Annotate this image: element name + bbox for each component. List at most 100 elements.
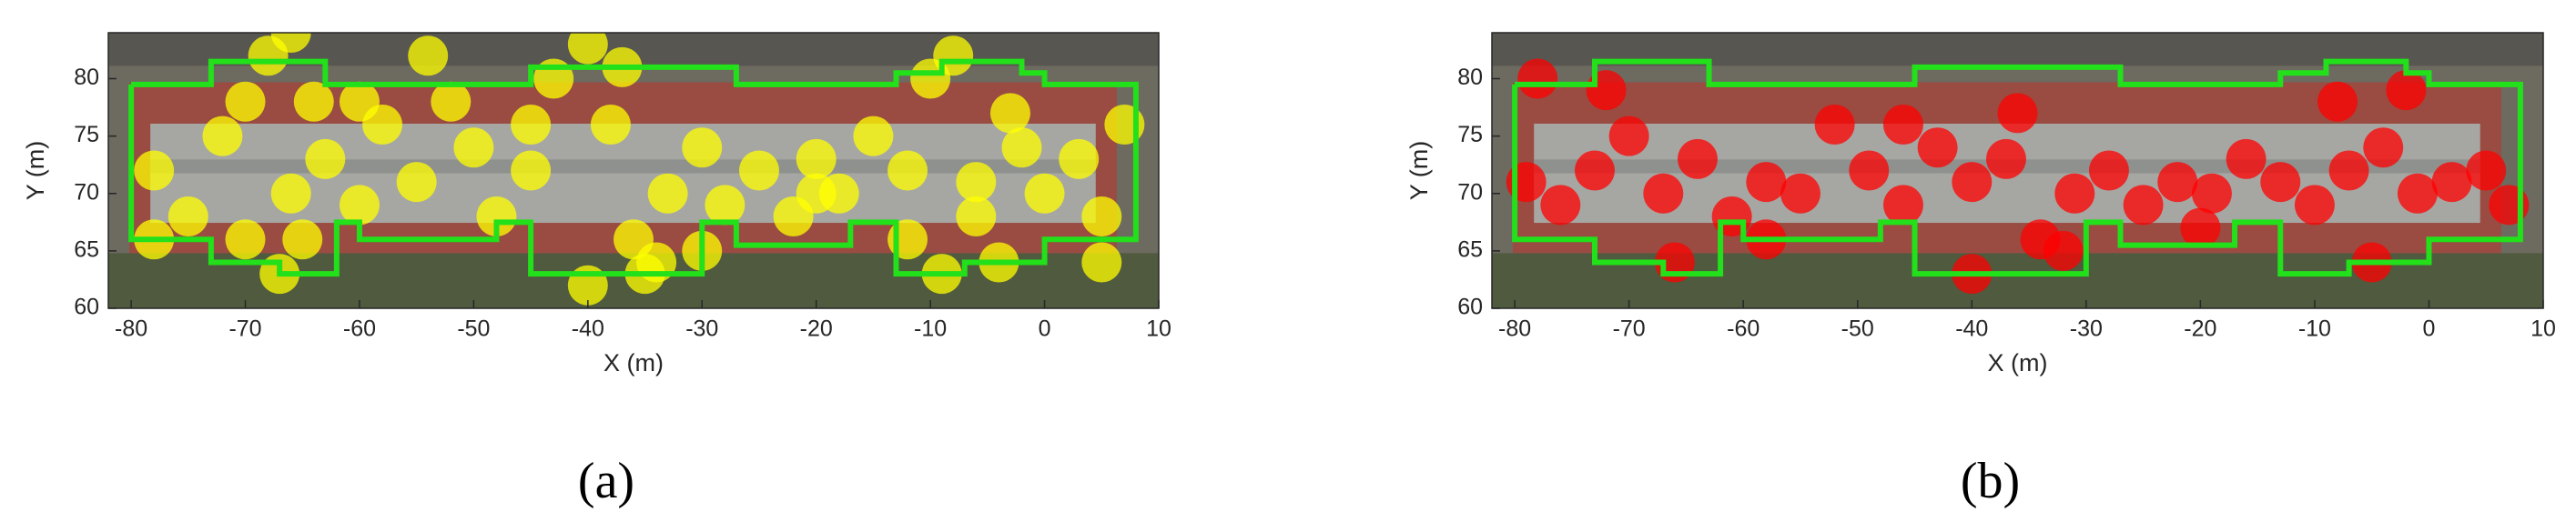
point [1059, 138, 1100, 179]
point [511, 150, 552, 191]
point [2294, 185, 2335, 226]
x-tick-label: -60 [343, 316, 376, 342]
x-tick-label: 0 [1039, 316, 1051, 342]
point [134, 150, 175, 191]
x-tick-label: -40 [1955, 316, 1988, 342]
axes-box [107, 32, 1160, 309]
roof-ridge [150, 159, 1096, 174]
point [1917, 127, 1958, 168]
x-tick-label: 10 [2530, 316, 2556, 342]
point [2431, 162, 2472, 203]
point [408, 35, 449, 76]
point [1849, 150, 1890, 191]
point [1882, 105, 1923, 145]
point [2123, 185, 2164, 226]
point [1677, 138, 1718, 179]
building-outline [1512, 58, 2523, 277]
y-tick-label: 75 [74, 122, 99, 147]
point [1081, 196, 1122, 236]
point [796, 173, 837, 214]
point [339, 185, 380, 226]
point [270, 33, 311, 53]
point [682, 127, 723, 168]
y-axis-label: Y (m) [22, 141, 49, 201]
point [590, 105, 631, 145]
point [1780, 173, 1820, 214]
x-tick-label: -10 [2298, 316, 2331, 342]
x-tick-label: -80 [1498, 316, 1531, 342]
point [1746, 162, 1787, 203]
x-tick-label: -20 [800, 316, 833, 342]
x-tick-label: -10 [914, 316, 947, 342]
point [1882, 185, 1923, 226]
y-tick-label: 65 [1457, 236, 1483, 262]
point [270, 173, 311, 214]
x-tick-label: 10 [1146, 316, 1171, 342]
building-outline [128, 58, 1139, 277]
point [956, 196, 997, 236]
point [2317, 81, 2358, 122]
y-tick-label: 60 [1457, 295, 1483, 320]
panel: -80 -70 -60 -50 -40 -30 -20 -10 0 10 60 65 70 75 80 X (… [22, 32, 1171, 509]
point [1001, 127, 1042, 168]
point [647, 173, 688, 214]
x-tick-label: -30 [685, 316, 718, 342]
y-axis-label: Y (m) [1405, 141, 1433, 201]
point [2226, 138, 2267, 179]
point [202, 115, 243, 156]
point [2260, 162, 2301, 203]
x-tick-label: -70 [1613, 316, 1646, 342]
point [2043, 230, 2084, 271]
point [225, 219, 266, 260]
point [1517, 58, 1558, 99]
point [2386, 70, 2427, 111]
point [796, 138, 837, 179]
point [1814, 105, 1855, 145]
point [339, 81, 380, 122]
x-tick-label: -30 [2070, 316, 2103, 342]
point [1997, 93, 2038, 134]
point [2363, 127, 2404, 168]
x-tick-label: -80 [115, 316, 147, 342]
point [396, 162, 437, 203]
y-tick-label: 75 [1457, 122, 1483, 147]
point [167, 196, 208, 236]
point [1643, 173, 1684, 214]
axes-box [1491, 32, 2544, 309]
point [705, 185, 745, 226]
panel-label: (a) [578, 453, 634, 509]
point [2328, 150, 2369, 191]
x-tick-label: -20 [2184, 316, 2216, 342]
panel: -80 -70 -60 -50 -40 -30 -20 -10 0 10 60 65 70 75 80 X (… [1405, 32, 2556, 509]
x-tick-label: -50 [457, 316, 490, 342]
point [1574, 150, 1615, 191]
point [1540, 185, 1581, 226]
point [1024, 173, 1065, 214]
point [738, 150, 779, 191]
point [2191, 173, 2232, 214]
point [1952, 162, 1993, 203]
x-axis-label: X (m) [1988, 349, 2048, 376]
point [225, 81, 266, 122]
y-tick-label: 80 [74, 65, 99, 90]
point [2180, 207, 2221, 248]
x-tick-label: -40 [572, 316, 604, 342]
y-tick-label: 65 [74, 236, 99, 262]
point [2397, 173, 2438, 214]
y-tick-label: 70 [1457, 179, 1483, 205]
y-tick-label: 80 [1457, 65, 1483, 90]
x-tick-label: 0 [2423, 316, 2436, 342]
x-tick-label: -70 [228, 316, 261, 342]
x-tick-label: -60 [1727, 316, 1760, 342]
x-tick-label: -50 [1841, 316, 1874, 342]
point [431, 81, 472, 122]
point [989, 93, 1030, 134]
point [1608, 115, 1649, 156]
y-tick-label: 60 [74, 295, 99, 320]
point [853, 115, 894, 156]
point [305, 138, 346, 179]
panel-label: (b) [1961, 453, 2020, 509]
point [887, 150, 928, 191]
point [2054, 173, 2095, 214]
